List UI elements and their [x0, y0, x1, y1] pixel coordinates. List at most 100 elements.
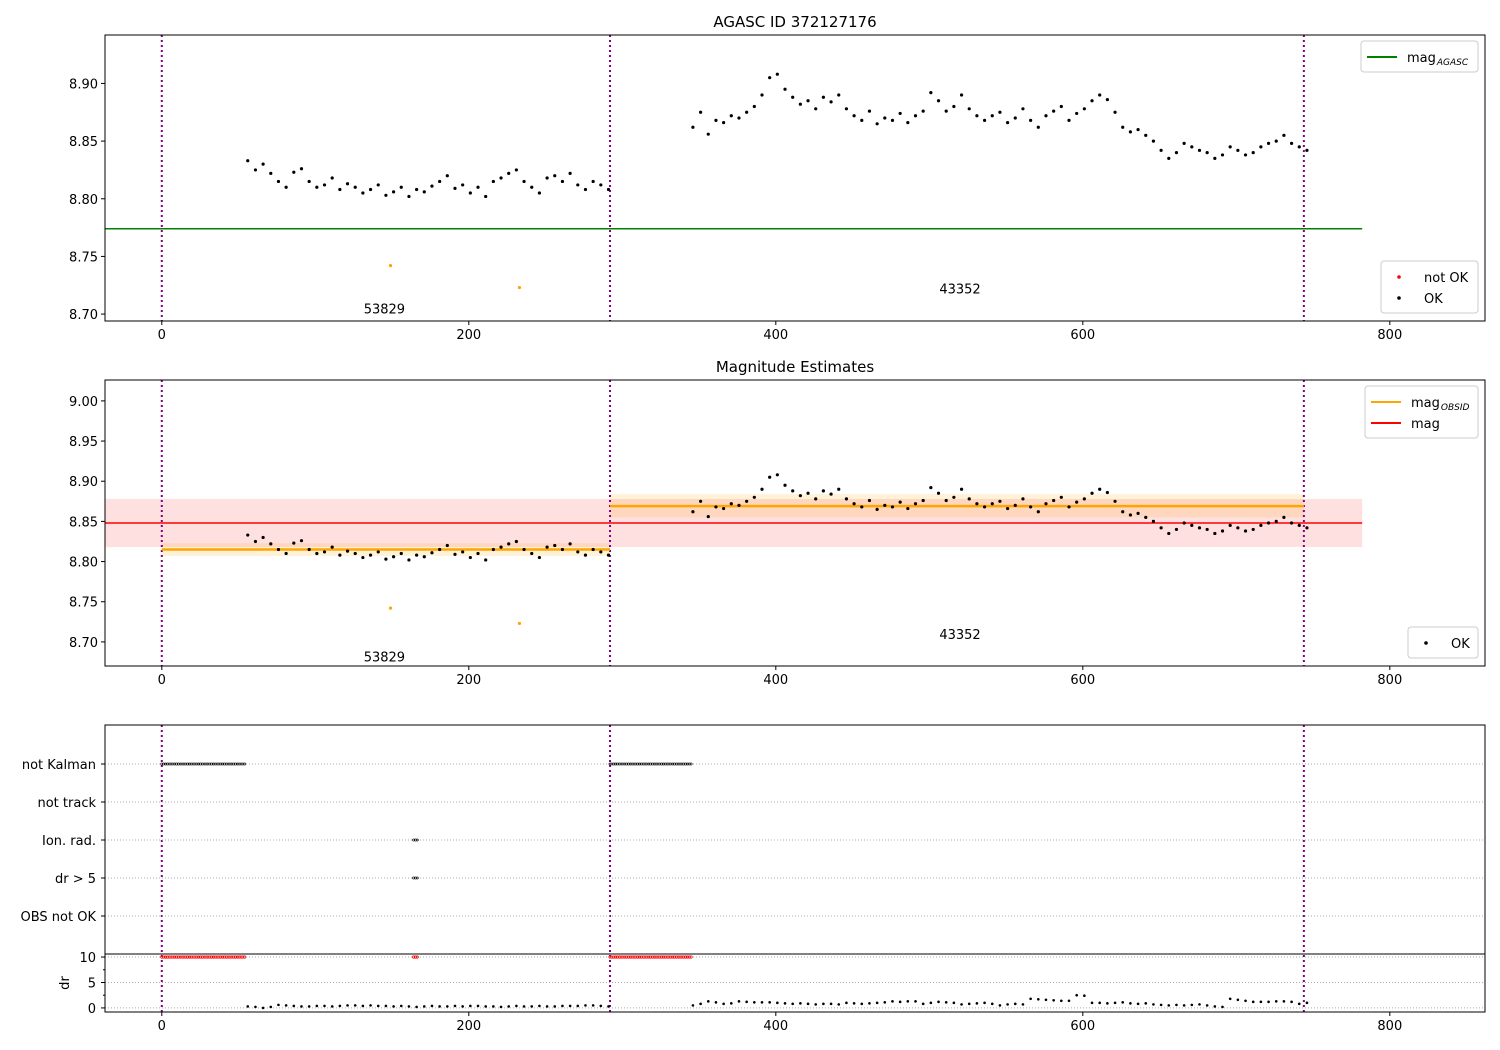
data-point-ok [1289, 141, 1294, 146]
dr-point [507, 1005, 511, 1008]
data-point-ok [307, 179, 311, 184]
data-point-ok [299, 539, 304, 543]
dr-clipped-point [684, 955, 688, 959]
data-point-ok [461, 183, 465, 187]
dr-clipped-point [612, 955, 616, 959]
dr-point [1006, 1003, 1009, 1006]
data-point-ok [1243, 153, 1248, 157]
data-point-ok [883, 116, 887, 120]
dr-clipped-point [663, 955, 667, 959]
data-point-ok [1144, 133, 1148, 137]
dr-point [998, 1004, 1002, 1007]
dr-clipped-point [660, 955, 664, 959]
dr-point [714, 1001, 718, 1004]
dr-point [438, 1005, 441, 1008]
data-point-ok [468, 191, 472, 195]
data-point-ok [975, 114, 979, 118]
flag-point [636, 762, 640, 766]
data-point-ok [921, 498, 925, 503]
axes-frame [104, 34, 1486, 322]
dr-point [1098, 1001, 1102, 1005]
data-point-ok [814, 107, 818, 111]
data-point-ok [537, 555, 542, 560]
y-tick-label: 8.80 [69, 193, 98, 208]
x-tick-label: 200 [456, 673, 481, 688]
data-point-ok [1029, 505, 1033, 509]
flag-point [658, 762, 662, 766]
data-point-ok [791, 489, 795, 493]
data-point-ok [1220, 153, 1225, 157]
data-point-ok [829, 492, 833, 496]
legend-dot-marker [1397, 296, 1401, 300]
dr-point [307, 1005, 311, 1008]
flag-point [237, 762, 241, 766]
dr-clipped-point [623, 955, 627, 959]
flag-point [639, 762, 643, 766]
dr-point [576, 1004, 580, 1008]
dr-point [1236, 998, 1240, 1002]
dr-point [706, 1000, 710, 1003]
flag-point [239, 762, 243, 766]
data-point-ok [936, 99, 941, 103]
flag-point [200, 762, 204, 766]
data-point-ok [391, 555, 396, 559]
data-point-ok [967, 107, 971, 111]
dr-point [768, 1001, 771, 1004]
flag-point [682, 762, 686, 766]
x-tick-label: 800 [1377, 1019, 1402, 1034]
dr-point [860, 1002, 864, 1006]
dr-clipped-point [235, 955, 239, 959]
dr-point [284, 1004, 288, 1007]
dr-point [1290, 1000, 1293, 1004]
dr-point [453, 1004, 457, 1008]
dr-clipped-point [232, 955, 236, 959]
data-point-ok [1297, 145, 1301, 149]
dr-point [806, 1002, 810, 1006]
dr-point [599, 1004, 603, 1008]
data-point-ok [1059, 104, 1063, 109]
data-point-ok [1305, 148, 1309, 152]
data-point-ok [407, 194, 411, 199]
data-point-ok [952, 495, 956, 499]
flag-point [186, 762, 189, 766]
flag-point [647, 762, 651, 766]
data-point-ok [1098, 487, 1102, 491]
dr-point [814, 1003, 818, 1006]
dr-clipped-point [215, 955, 219, 959]
data-point-ok [936, 491, 941, 495]
data-point-ok [1174, 527, 1179, 532]
flag-point [215, 762, 219, 766]
y-tick-label: 8.90 [69, 475, 98, 490]
flag-point [621, 762, 625, 766]
dr-point [1021, 1003, 1025, 1006]
flag-point [211, 762, 215, 766]
data-point-ok [568, 542, 572, 546]
flag-point [673, 762, 676, 766]
dr-clipped-point [243, 955, 247, 959]
data-point-ok [499, 545, 503, 549]
data-point-orange [388, 264, 393, 268]
data-point-ok [998, 110, 1002, 114]
data-point-ok [353, 185, 357, 189]
flag-label: Ion. rad. [42, 834, 96, 849]
flag-point [415, 838, 419, 842]
legend-label: OK [1451, 637, 1470, 652]
data-point-ok [430, 184, 434, 188]
y-tick-label: 8.75 [69, 250, 98, 265]
data-point-ok [299, 167, 304, 171]
dr-point [1282, 1000, 1286, 1003]
data-point-ok [798, 494, 802, 498]
dr-point [330, 1005, 334, 1008]
data-point-ok [714, 505, 718, 509]
data-point-ok [1075, 500, 1079, 504]
dr-clipped-point [413, 955, 417, 959]
data-point-ok [806, 99, 810, 103]
flag-point [235, 762, 239, 766]
flag-point [612, 762, 616, 766]
dr-clipped-point [647, 955, 651, 959]
data-point-ok [837, 487, 841, 491]
data-point-ok [844, 497, 849, 501]
flag-point [160, 762, 164, 766]
flag-point [232, 762, 236, 766]
flag-point [654, 762, 658, 766]
